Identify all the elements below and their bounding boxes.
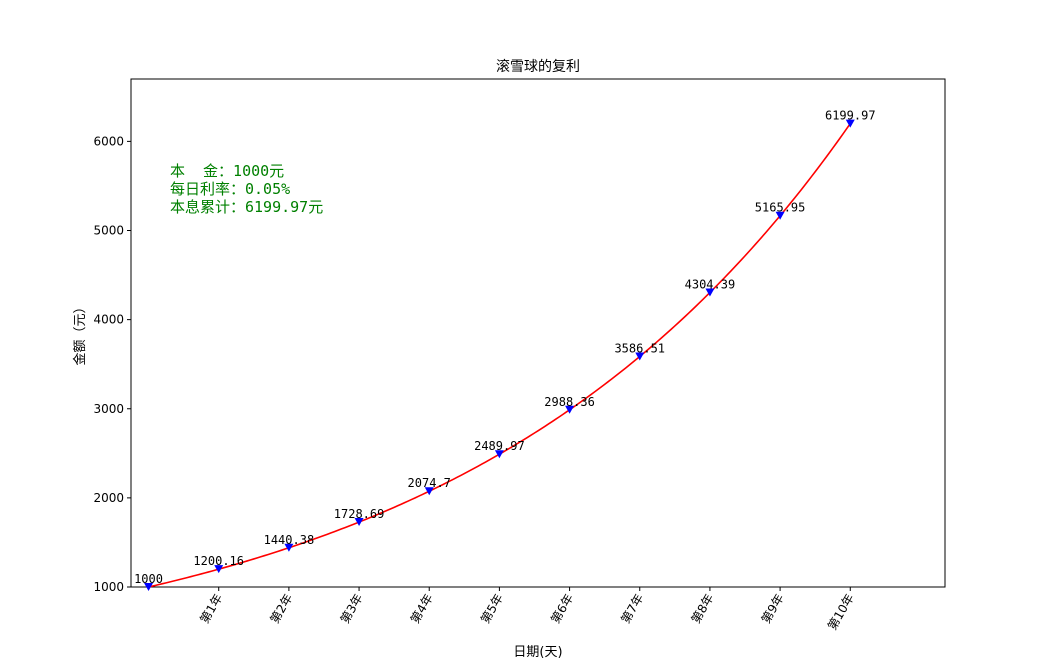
annotation-principal: 本 金：1000元 — [170, 162, 284, 180]
data-label: 1000 — [134, 572, 163, 586]
data-labels: 1000 1200.16 1440.38 1728.69 2074.7 2489.97 29… — [134, 109, 875, 586]
x-tick-label: 第6年 — [548, 592, 576, 626]
data-point-marker — [144, 583, 154, 591]
data-point-marker — [705, 288, 715, 297]
y-axis-label: 金额（元） — [72, 300, 88, 365]
x-tick-label: 第8年 — [689, 592, 717, 626]
data-point-marker — [635, 352, 645, 361]
data-label: 2074.7 — [408, 476, 451, 490]
y-tick-label: 2000 — [93, 491, 124, 505]
y-tick-label: 6000 — [93, 134, 124, 148]
x-tick-label: 第4年 — [408, 592, 436, 626]
data-point-marker — [284, 543, 294, 552]
x-tick-label: 第9年 — [759, 592, 787, 626]
x-tick-label: 第2年 — [268, 592, 296, 626]
data-label: 6199.97 — [825, 109, 876, 123]
x-tick-label: 第3年 — [338, 592, 366, 626]
x-tick-label: 第10年 — [825, 592, 857, 633]
y-tick-label: 3000 — [93, 402, 124, 416]
x-tick-label: 第7年 — [618, 592, 646, 626]
data-label: 2988.36 — [544, 395, 595, 409]
data-label: 2489.97 — [474, 439, 525, 453]
x-tick-label: 第5年 — [478, 592, 506, 626]
data-label: 3586.51 — [614, 341, 665, 355]
plot-area — [130, 78, 946, 588]
data-point-marker — [775, 211, 785, 220]
data-point-marker — [494, 450, 504, 459]
y-tick-label: 1000 — [93, 580, 124, 594]
x-axis-label: 日期(天) — [513, 645, 562, 660]
data-point-marker — [214, 565, 224, 574]
data-label: 4304.39 — [685, 278, 736, 292]
data-point-marker — [354, 518, 364, 527]
data-point-marker — [845, 119, 855, 128]
data-label: 5165.95 — [755, 201, 806, 215]
data-point-marker — [565, 405, 575, 414]
y-tick-label: 4000 — [93, 313, 124, 327]
x-axis: 第1年 第2年 第3年 第4年 第5年 第6年 第7年 第8年 第9年 第10年 — [197, 587, 857, 633]
data-label: 1728.69 — [334, 507, 385, 521]
x-tick-label: 第1年 — [197, 592, 225, 626]
y-axis: 1000 2000 3000 4000 5000 6000 — [93, 134, 131, 594]
annotation-total: 本息累计：6199.97元 — [170, 198, 323, 216]
data-label: 1440.38 — [264, 533, 315, 547]
annotation-box: 本 金：1000元 每日利率：0.05% 本息累计：6199.97元 — [170, 162, 323, 216]
data-point-marker — [424, 487, 434, 496]
y-tick-label: 5000 — [93, 224, 124, 238]
series-markers — [144, 119, 855, 591]
data-label: 1200.16 — [193, 554, 244, 568]
annotation-daily-rate: 每日利率：0.05% — [170, 180, 290, 198]
chart-title: 滚雪球的复利 — [496, 58, 580, 75]
